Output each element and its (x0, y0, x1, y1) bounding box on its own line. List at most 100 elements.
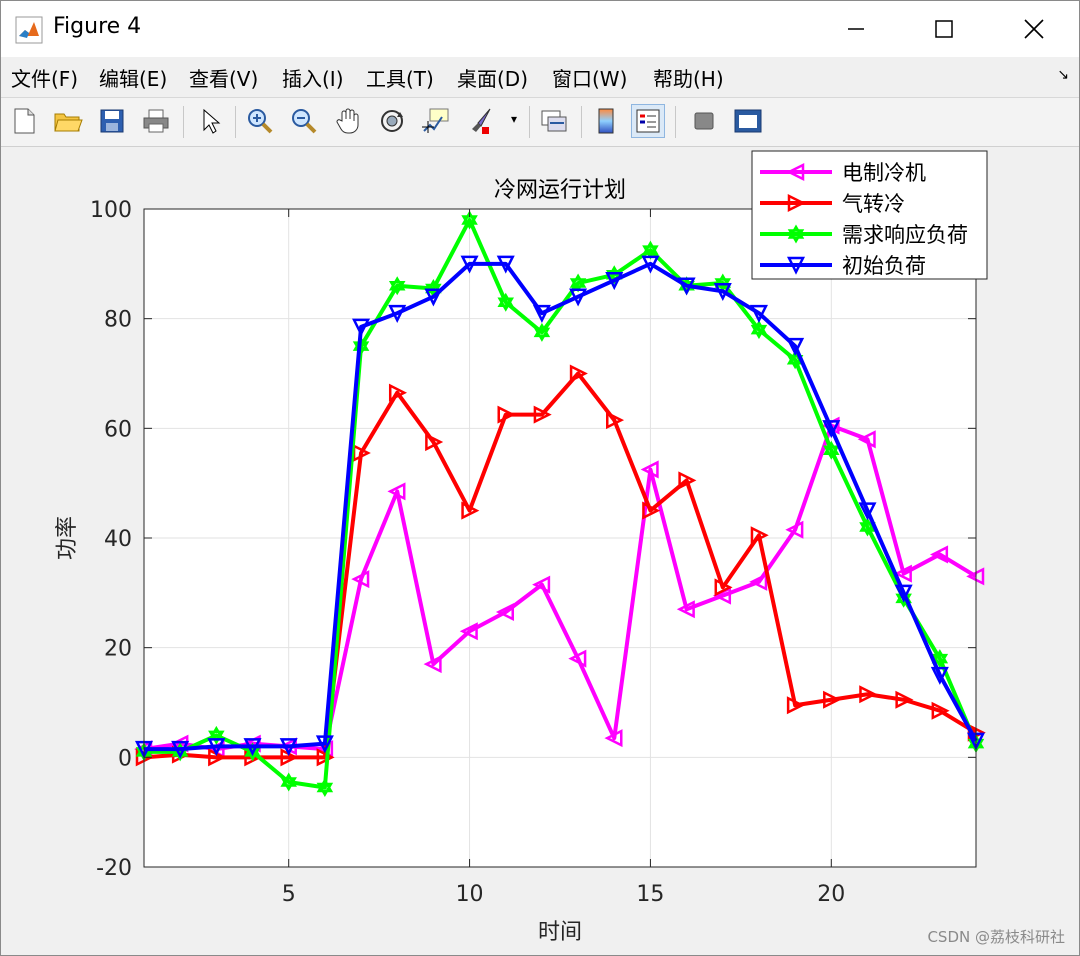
data-point-marker (786, 696, 805, 715)
data-point-marker (895, 690, 914, 709)
hexagram-part (823, 445, 840, 460)
legend-button[interactable] (631, 104, 665, 138)
data-point-marker (459, 622, 478, 641)
maximize-button[interactable] (899, 1, 989, 57)
data-point-marker (930, 666, 949, 685)
data-point-marker (495, 603, 514, 622)
zoom-out-button[interactable] (287, 104, 321, 138)
data-point-marker (642, 240, 659, 260)
hide-plot-tools-button[interactable] (687, 104, 721, 138)
dock-arrow-icon[interactable]: ↘ (1057, 67, 1069, 83)
print-button[interactable] (139, 104, 173, 138)
data-point-marker (424, 288, 443, 307)
maximize-icon (935, 20, 953, 38)
pan-hand-icon (336, 108, 359, 134)
pan-button[interactable] (331, 104, 365, 138)
legend-item[interactable]: 电制冷机 (760, 161, 926, 185)
data-point-marker (461, 501, 480, 520)
save-button[interactable] (95, 104, 129, 138)
data-point-marker (243, 738, 262, 757)
hexagram-part (714, 273, 732, 288)
watermark: CSDN @荔枝科研社 (927, 928, 1065, 946)
data-point-marker (496, 255, 515, 274)
link-plot-button[interactable] (537, 104, 571, 138)
hexagram-part (787, 229, 805, 244)
menu-tools[interactable]: 工具(T) (366, 67, 434, 91)
hexagram-part (787, 224, 805, 239)
hexagram-part (316, 782, 334, 797)
data-point-marker (931, 701, 950, 720)
data-point-marker (533, 405, 552, 424)
menu-desktop[interactable]: 桌面(D) (457, 67, 529, 91)
hexagram-part (497, 292, 514, 307)
series-line[interactable] (144, 217, 978, 790)
legend-item[interactable]: 气转冷 (760, 192, 905, 216)
menu-view[interactable]: 查看(V) (189, 67, 259, 91)
new-file-icon (14, 108, 35, 134)
legend-icon (636, 109, 660, 133)
data-point-marker (677, 277, 696, 296)
show-plot-tools-icon (734, 109, 762, 133)
data-point-marker (497, 405, 516, 424)
title-bar: Figure 4 (1, 1, 1079, 57)
edit-plot-button[interactable] (193, 104, 227, 138)
open-folder-icon (54, 113, 83, 132)
toolbar-separator (675, 106, 676, 138)
series-line[interactable] (144, 261, 978, 752)
data-point-marker (641, 255, 660, 274)
hexagram-part (569, 273, 587, 288)
figure-canvas: 5 10 15 20 -20 0 20 40 60 80 100 冷网运行计划 时间 功率 电制冷机… (1, 147, 1079, 955)
open-file-button[interactable] (51, 104, 85, 138)
menu-edit[interactable]: 编辑(E) (99, 67, 168, 91)
data-point-marker (316, 778, 334, 797)
hexagram-part (316, 778, 334, 793)
zoom-in-icon (248, 109, 273, 134)
data-point-marker (749, 304, 768, 323)
x-tick-label: 20 (817, 882, 845, 907)
close-button[interactable] (989, 1, 1079, 57)
data-point-marker (823, 440, 840, 460)
menu-insert[interactable]: 插入(I) (282, 67, 344, 91)
hexagram-part (208, 730, 225, 745)
axis-ticks: 5 10 15 20 -20 0 20 40 60 80 100 (90, 198, 976, 907)
rotate-3d-button[interactable] (375, 104, 409, 138)
y-axis-label: 功率 (55, 516, 80, 560)
hexagram-part (533, 327, 551, 342)
legend-item[interactable]: 需求响应负荷 (760, 223, 968, 247)
hexagram-part (750, 320, 768, 335)
data-point-marker (569, 364, 588, 383)
new-figure-button[interactable] (7, 104, 41, 138)
data-point-marker (606, 411, 625, 430)
show-plot-tools-button[interactable] (731, 104, 765, 138)
data-point-marker (749, 572, 768, 591)
menu-file[interactable]: 文件(F) (11, 67, 79, 91)
y-tick-label: 80 (104, 308, 132, 333)
toolbar-separator (183, 106, 184, 138)
data-point-marker (858, 502, 877, 521)
zoom-in-button[interactable] (243, 104, 277, 138)
brush-button[interactable] (463, 104, 497, 138)
data-point-marker (605, 272, 624, 291)
hexagram-part (461, 210, 478, 225)
brush-dropdown-icon[interactable]: ▾ (511, 112, 518, 126)
menu-help[interactable]: 帮助(H) (653, 67, 724, 91)
minimize-button[interactable] (811, 1, 901, 57)
close-icon (1024, 19, 1044, 39)
legend-label: 需求响应负荷 (842, 223, 968, 247)
menu-window[interactable]: 窗口(W) (552, 67, 628, 91)
data-cursor-button[interactable] (419, 104, 453, 138)
data-point-marker (786, 162, 805, 182)
data-point-marker (425, 433, 444, 452)
data-point-marker (423, 655, 442, 674)
data-point-marker (279, 738, 298, 757)
legend-label: 电制冷机 (842, 161, 926, 185)
data-point-marker (387, 482, 406, 501)
pointer-icon (203, 108, 221, 134)
data-point-marker (642, 501, 661, 520)
hexagram-part (280, 777, 297, 792)
colorbar-button[interactable] (589, 104, 623, 138)
data-point-marker (894, 584, 913, 603)
legend-item[interactable]: 初始负荷 (760, 254, 926, 278)
data-point-marker (280, 772, 297, 792)
